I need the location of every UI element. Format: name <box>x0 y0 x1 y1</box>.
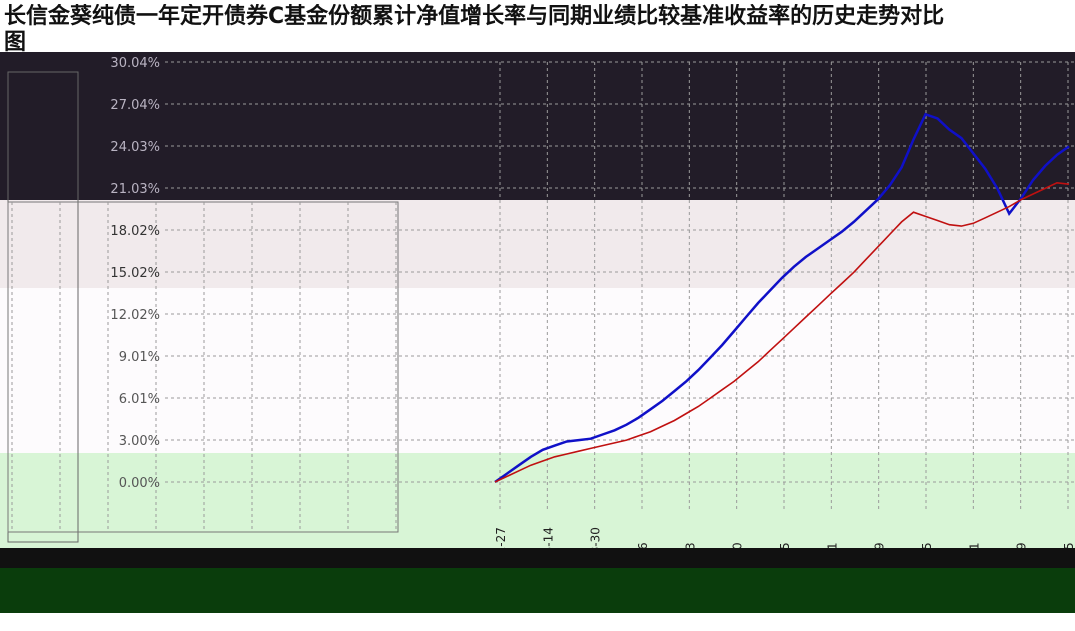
chart-title-line-2: 图 <box>4 30 27 55</box>
left-mini-panel <box>7 71 399 543</box>
y-tick-label: 18.02% <box>110 224 160 239</box>
y-tick-label: 9.01% <box>119 350 160 365</box>
y-tick-label: 27.04% <box>110 98 160 113</box>
x-tick-label: -29 <box>1015 542 1029 548</box>
chart-band-white <box>0 288 1075 453</box>
x-tick-label: 08-30 <box>589 527 603 548</box>
y-tick-label: 21.03% <box>110 182 160 197</box>
x-tick-label: -03 <box>683 542 697 548</box>
x-tick-label: -05 <box>778 542 792 548</box>
footer-band-dark-green <box>0 568 1075 613</box>
footer-band-bottom <box>0 613 1075 631</box>
y-tick-label: 0.00% <box>119 476 160 491</box>
y-tick-label: 12.02% <box>110 308 160 323</box>
x-axis-ticks: 01-27 05-14 08-30 -16 -03 -20 -05 -21 -09 -25 -11 -… <box>494 527 1075 548</box>
y-tick-label: 3.00% <box>119 434 160 449</box>
y-tick-label: 30.04% <box>110 56 160 71</box>
chart-title-line-1: 长信金葵纯债一年定开债券C基金份额累计净值增长率与同期业绩比较基准收益率的历史走… <box>4 4 945 29</box>
left-panel-frame <box>7 71 79 543</box>
x-tick-label: -11 <box>967 542 981 548</box>
y-tick-label: 6.01% <box>119 392 160 407</box>
series-lines <box>494 112 1070 484</box>
y-tick-label: 24.03% <box>110 140 160 155</box>
line-chart: 30.04% 27.04% 24.03% 21.03% 18.02% 15.02% 12.0… <box>7 56 1075 548</box>
chart-band-grey <box>0 200 1075 288</box>
footer-band-black <box>0 548 1075 568</box>
y-axis-ticks: 30.04% 27.04% 24.03% 21.03% 18.02% 15.02% 12.0… <box>110 56 160 491</box>
benchmark-line <box>494 181 1070 483</box>
x-tick-label: 05-14 <box>541 527 555 548</box>
x-tick-label: 01-27 <box>494 527 508 548</box>
x-tick-label: -20 <box>731 542 745 548</box>
chart-grid <box>11 61 1075 532</box>
fund-line <box>494 112 1070 484</box>
left-panel-frame-2 <box>7 201 399 533</box>
x-tick-label: -16 <box>636 542 650 548</box>
y-tick-label: 15.02% <box>110 266 160 281</box>
x-tick-label: -15 <box>1062 542 1075 548</box>
chart-title: 长信金葵纯债一年定开债券C基金份额累计净值增长率与同期业绩比较基准收益率的历史走… <box>4 4 1072 56</box>
x-tick-label: -21 <box>825 542 839 548</box>
x-tick-label: -09 <box>873 542 887 548</box>
x-tick-label: -25 <box>920 542 934 548</box>
